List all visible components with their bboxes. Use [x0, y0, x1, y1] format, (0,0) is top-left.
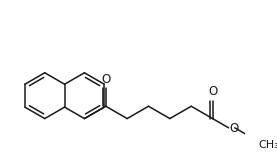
Text: O: O: [101, 73, 111, 86]
Text: O: O: [230, 122, 239, 135]
Text: O: O: [208, 85, 217, 98]
Text: CH₃: CH₃: [258, 140, 277, 150]
